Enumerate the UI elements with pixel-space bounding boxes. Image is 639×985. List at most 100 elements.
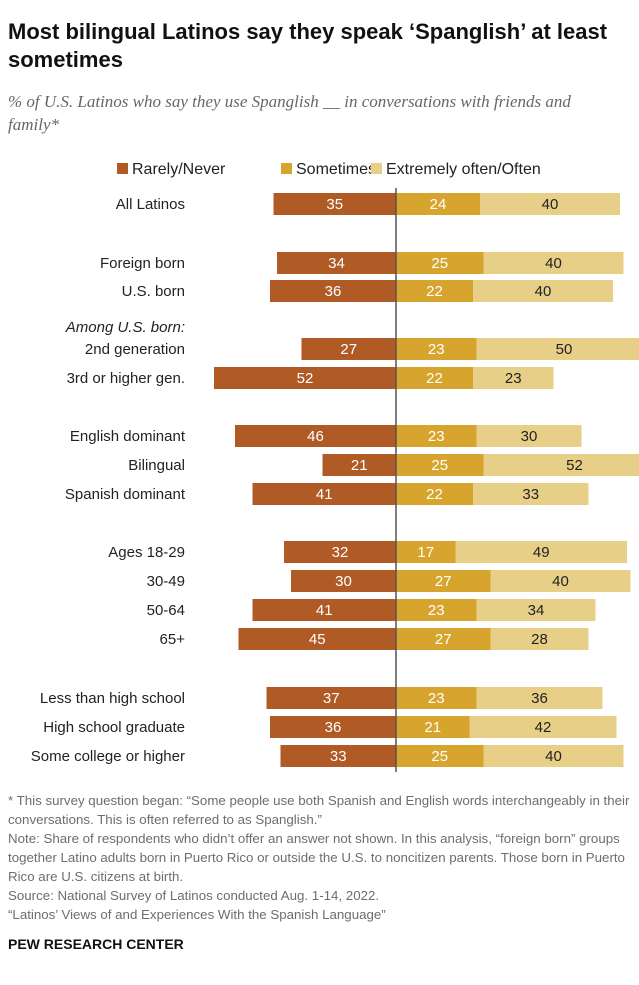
value-label-rarely-never-all-latinos: 35 xyxy=(326,196,343,213)
bar-rarely-never-spanish-dominant xyxy=(252,483,396,505)
stacked-bar-chart: Rarely/Never Sometimes Extremely often/Oft… xyxy=(31,161,639,772)
value-label-sometimes-all-latinos: 24 xyxy=(430,196,447,213)
bar-often-ages-18-29 xyxy=(455,541,627,563)
row-label-spanish-dominant: Spanish dominant xyxy=(65,486,186,503)
chart-subtitle: % of U.S. Latinos who say they use Spang… xyxy=(8,92,571,134)
legend-label-sometimes: Sometimes xyxy=(296,161,376,178)
value-label-often-50-64: 34 xyxy=(528,602,545,619)
brand-name: PEW RESEARCH CENTER xyxy=(8,936,184,952)
footnote-source: Source: National Survey of Latinos condu… xyxy=(8,888,380,903)
bar-often-some-college-or-higher xyxy=(483,745,624,767)
value-label-rarely-never-bilingual: 21 xyxy=(351,457,368,474)
bar-rarely-never-bilingual xyxy=(322,454,396,476)
bar-sometimes-english-dominant xyxy=(396,425,477,447)
row-label-high-school-graduate: High school graduate xyxy=(43,719,185,736)
bar-often-50-64 xyxy=(476,599,596,621)
bar-rarely-never-3rd-or-higher-gen xyxy=(214,367,396,389)
bar-often-2nd-generation xyxy=(476,338,639,360)
row-label-foreign-born: Foreign born xyxy=(100,255,185,272)
footnotes: * This survey question began: “Some peop… xyxy=(8,791,633,924)
value-label-rarely-never-u-s-born: 36 xyxy=(325,283,342,300)
value-label-often-65: 28 xyxy=(531,631,548,648)
value-label-sometimes-spanish-dominant: 22 xyxy=(426,486,443,503)
bar-often-less-than-high-school xyxy=(476,687,603,709)
bar-rarely-never-50-64 xyxy=(252,599,396,621)
legend-swatch-extremely-often-often xyxy=(371,163,382,174)
bar-often-u-s-born xyxy=(473,280,613,302)
legend-swatch-rarely-never xyxy=(117,163,128,174)
value-label-rarely-never-2nd-generation: 27 xyxy=(340,341,357,358)
bar-sometimes-spanish-dominant xyxy=(396,483,473,505)
footnote-report: “Latinos’ Views of and Experiences With … xyxy=(8,907,386,922)
value-label-often-u-s-born: 40 xyxy=(535,283,552,300)
value-label-often-some-college-or-higher: 40 xyxy=(545,748,562,765)
bar-sometimes-foreign-born xyxy=(396,252,484,274)
row-label-ages-18-29: Ages 18-29 xyxy=(108,544,185,561)
value-label-often-english-dominant: 30 xyxy=(521,428,538,445)
bar-sometimes-ages-18-29 xyxy=(396,541,456,563)
value-label-often-all-latinos: 40 xyxy=(542,196,559,213)
bar-sometimes-high-school-graduate xyxy=(396,716,470,738)
row-label-2nd-generation: 2nd generation xyxy=(85,341,185,358)
bar-often-3rd-or-higher-gen xyxy=(473,367,554,389)
bar-often-all-latinos xyxy=(480,193,620,215)
footnote-question: * This survey question began: “Some peop… xyxy=(8,793,630,827)
value-label-often-spanish-dominant: 33 xyxy=(522,486,539,503)
value-label-often-30-49: 40 xyxy=(552,573,569,590)
row-label-3rd-or-higher-gen: 3rd or higher gen. xyxy=(67,370,185,387)
value-label-rarely-never-foreign-born: 34 xyxy=(328,255,345,272)
row-label-30-49: 30-49 xyxy=(147,573,185,590)
value-label-sometimes-ages-18-29: 17 xyxy=(417,544,434,561)
bar-rarely-never-high-school-graduate xyxy=(270,716,396,738)
bar-rarely-never-30-49 xyxy=(291,570,396,592)
bar-sometimes-bilingual xyxy=(396,454,484,476)
legend-label-rarely-never: Rarely/Never xyxy=(132,161,226,178)
value-label-rarely-never-high-school-graduate: 36 xyxy=(325,719,342,736)
value-label-often-high-school-graduate: 42 xyxy=(535,719,552,736)
row-labels: All Latinos Foreign born U.S. born 2nd gene… xyxy=(31,196,186,765)
value-label-sometimes-high-school-graduate: 21 xyxy=(424,719,441,736)
row-label-english-dominant: English dominant xyxy=(70,428,186,445)
value-label-often-less-than-high-school: 36 xyxy=(531,690,548,707)
value-label-often-2nd-generation: 50 xyxy=(556,341,573,358)
bar-sometimes-3rd-or-higher-gen xyxy=(396,367,473,389)
value-label-sometimes-30-49: 27 xyxy=(435,573,452,590)
bar-rarely-never-u-s-born xyxy=(270,280,396,302)
bar-often-30-49 xyxy=(490,570,631,592)
chart-title: Most bilingual Latinos say they speak ‘S… xyxy=(8,19,608,72)
bar-rarely-never-less-than-high-school xyxy=(266,687,396,709)
bar-rarely-never-all-latinos xyxy=(273,193,396,215)
row-label-u-s-born: U.S. born xyxy=(122,283,185,300)
row-label-50-64: 50-64 xyxy=(147,602,185,619)
value-label-rarely-never-3rd-or-higher-gen: 52 xyxy=(297,370,314,387)
bar-often-65 xyxy=(490,628,589,650)
bar-sometimes-2nd-generation xyxy=(396,338,477,360)
value-label-often-bilingual: 52 xyxy=(566,457,583,474)
value-label-sometimes-bilingual: 25 xyxy=(431,457,448,474)
value-label-rarely-never-65: 45 xyxy=(309,631,326,648)
bars: 35 24 40 34 25 40 36 22 40 27 23 50 52 22 23 46 23 30 21 25… xyxy=(214,193,639,767)
bar-rarely-never-foreign-born xyxy=(277,252,396,274)
value-label-often-3rd-or-higher-gen: 23 xyxy=(505,370,522,387)
bar-sometimes-u-s-born xyxy=(396,280,473,302)
bar-sometimes-less-than-high-school xyxy=(396,687,477,709)
bar-rarely-never-65 xyxy=(238,628,396,650)
value-label-sometimes-less-than-high-school: 23 xyxy=(428,690,445,707)
value-label-sometimes-some-college-or-higher: 25 xyxy=(431,748,448,765)
row-label-bilingual: Bilingual xyxy=(128,457,185,474)
bar-often-bilingual xyxy=(483,454,639,476)
legend: Rarely/Never Sometimes Extremely often/Oft… xyxy=(117,161,541,178)
value-label-often-foreign-born: 40 xyxy=(545,255,562,272)
row-label-some-college-or-higher: Some college or higher xyxy=(31,748,185,765)
value-label-sometimes-u-s-born: 22 xyxy=(426,283,443,300)
value-label-rarely-never-ages-18-29: 32 xyxy=(332,544,349,561)
bar-sometimes-50-64 xyxy=(396,599,477,621)
row-label-all-latinos: All Latinos xyxy=(116,196,185,213)
group-header-among-u-s-born: Among U.S. born: xyxy=(65,319,185,336)
value-label-sometimes-foreign-born: 25 xyxy=(431,255,448,272)
legend-label-extremely-often-often: Extremely often/Often xyxy=(386,161,541,178)
value-label-sometimes-3rd-or-higher-gen: 22 xyxy=(426,370,443,387)
legend-swatch-sometimes xyxy=(281,163,292,174)
bar-rarely-never-ages-18-29 xyxy=(284,541,396,563)
value-label-rarely-never-some-college-or-higher: 33 xyxy=(330,748,347,765)
